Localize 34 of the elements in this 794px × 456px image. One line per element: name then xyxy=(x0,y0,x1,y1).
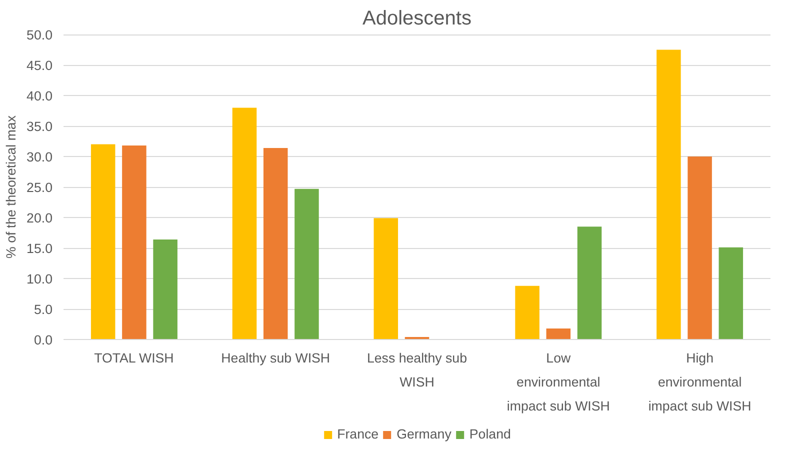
y-tick-label: 30.0 xyxy=(26,150,53,164)
legend-label: Germany xyxy=(396,426,452,442)
bar xyxy=(90,144,116,340)
y-tick-label: 20.0 xyxy=(26,210,53,226)
y-tick-label: 5.0 xyxy=(34,302,53,317)
bar xyxy=(294,188,319,340)
category-label: High environmental impact sub WISH xyxy=(648,350,752,414)
bar xyxy=(656,50,681,340)
x-tick-label: TOTAL WISH xyxy=(94,350,174,366)
y-tick-label: 0.0 xyxy=(34,332,53,348)
bar xyxy=(515,286,540,340)
bar xyxy=(688,156,712,340)
y-tick-label: 25.0 xyxy=(26,180,53,195)
y-tick-label: 40.0 xyxy=(26,88,53,104)
bar xyxy=(577,226,602,340)
category-label: Low environmental impact sub WISH xyxy=(506,350,610,414)
legend-label: France xyxy=(337,426,379,442)
y-tick-label: 35.0 xyxy=(26,119,53,134)
bar xyxy=(546,328,571,340)
y-tick-label: 50.0 xyxy=(26,28,53,42)
bar xyxy=(122,146,146,340)
x-tick-label: Healthy sub WISH xyxy=(221,350,330,366)
chart-title: Adolescents xyxy=(362,8,472,30)
y-axis-title: % of the theoretical max xyxy=(4,115,19,258)
bar xyxy=(153,239,178,340)
category-label: Less healthy sub WISH xyxy=(366,350,468,390)
bar xyxy=(263,148,288,340)
bar xyxy=(718,247,744,340)
y-tick-label: 10.0 xyxy=(26,272,53,286)
bar xyxy=(232,108,257,340)
y-tick-label: 45.0 xyxy=(26,58,53,73)
y-tick-label: 15.0 xyxy=(26,241,53,256)
bar xyxy=(374,218,398,340)
legend-label: Poland xyxy=(469,426,511,442)
